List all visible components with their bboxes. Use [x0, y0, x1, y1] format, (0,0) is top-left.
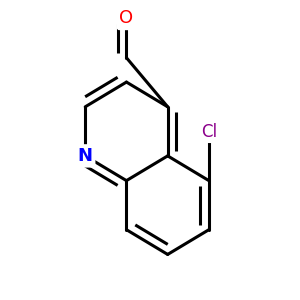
Text: Cl: Cl — [201, 122, 217, 140]
Text: N: N — [78, 147, 93, 165]
Text: O: O — [119, 10, 134, 28]
